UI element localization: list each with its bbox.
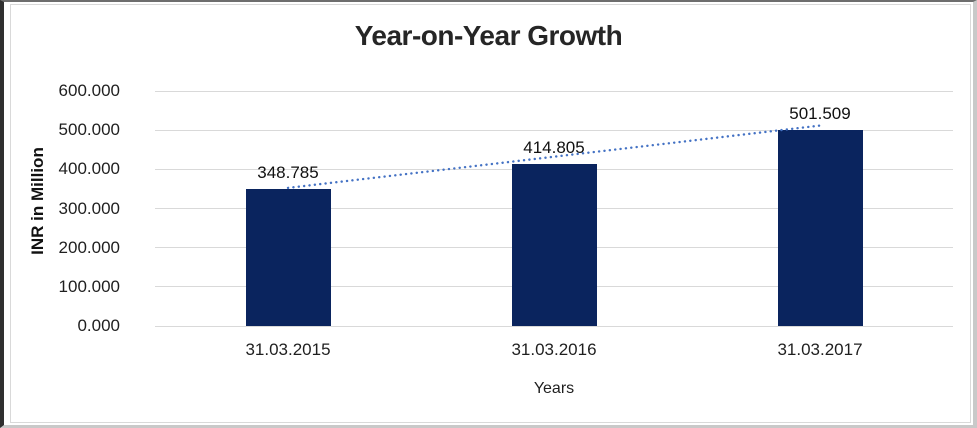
trendline [286, 124, 822, 190]
x-axis-tick-label: 31.03.2016 [511, 340, 597, 359]
y-axis-tick-label: 400.000 [58, 159, 120, 179]
plot-area: 348.785 414.805 501.509 [155, 90, 953, 327]
x-axis-tick-label: 31.03.2015 [245, 340, 331, 359]
gridline [155, 325, 953, 327]
gridline [155, 129, 953, 131]
bar-31.03.2017 [777, 129, 863, 326]
x-axis-title: Years [533, 380, 575, 397]
y-axis-tick-label: 100.000 [58, 276, 120, 296]
y-axis-tick-label: 200.000 [58, 237, 120, 257]
chart-title: Year-on-Year Growth [354, 20, 623, 51]
bar-31.03.2016 [511, 163, 597, 326]
gridline [155, 90, 953, 92]
bar-31.03.2015 [245, 189, 331, 326]
bar-data-label: 501.509 [789, 103, 851, 123]
bar-data-label: 348.785 [257, 163, 319, 183]
x-axis-tick-label: 31.03.2017 [777, 340, 863, 359]
y-axis-tick-label: 300.000 [58, 198, 120, 218]
y-axis-tick-label: 500.000 [58, 120, 120, 140]
y-axis-tick-label: 600.000 [58, 81, 120, 100]
bar-data-label: 414.805 [523, 137, 585, 157]
y-axis-tick-label: 0.000 [77, 316, 120, 335]
